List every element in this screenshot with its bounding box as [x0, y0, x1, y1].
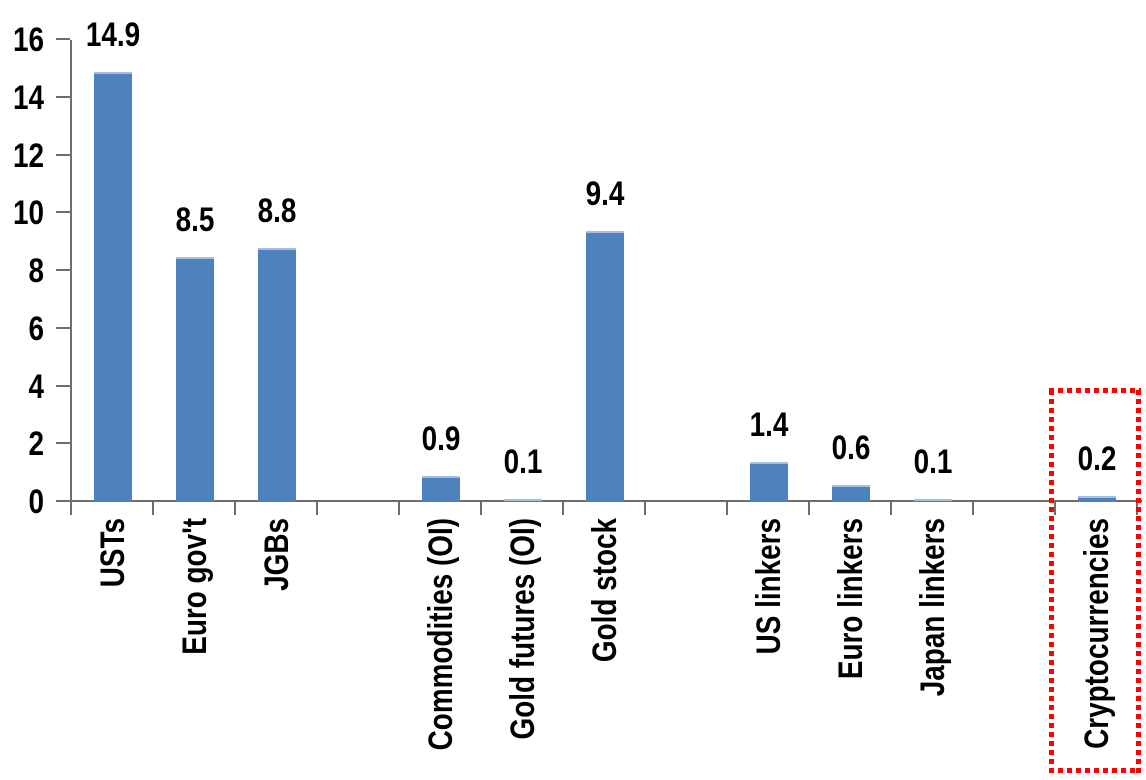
y-axis-tick-label: 2: [28, 425, 44, 464]
cryptocurrencies-highlight-box: [1049, 388, 1141, 773]
bar-value-label: 9.4: [585, 175, 625, 213]
bar-value-label: 0.6: [831, 429, 871, 467]
y-axis-tick: [56, 384, 70, 387]
x-axis-tick: [234, 502, 236, 515]
y-axis-tick: [56, 153, 70, 156]
category-label: USTs: [94, 518, 132, 602]
bar: [832, 485, 870, 502]
bar-value-label: 8.5: [175, 201, 215, 239]
category-label-text: Euro gov't: [176, 518, 214, 655]
x-axis-tick: [972, 502, 974, 515]
bar: [586, 231, 624, 502]
bar: [750, 462, 788, 502]
category-label: Euro linkers: [832, 518, 870, 715]
bar: [258, 248, 296, 502]
x-axis-tick: [480, 502, 482, 515]
x-axis-tick: [726, 502, 728, 515]
category-label-text: JGBs: [258, 518, 296, 591]
x-axis-tick: [562, 502, 564, 515]
y-axis-tick-label: 6: [28, 309, 44, 348]
y-axis-tick: [56, 442, 70, 445]
y-axis-tick-label: 12: [12, 136, 44, 175]
category-label-text: US linkers: [750, 518, 788, 655]
y-axis-line: [70, 40, 72, 502]
bar: [176, 257, 214, 502]
y-axis-tick: [56, 38, 70, 40]
y-axis-tick: [56, 326, 70, 329]
bar-value-label: 14.9: [85, 16, 141, 54]
x-axis-tick: [70, 502, 72, 515]
bar-value-label: 1.4: [749, 406, 789, 444]
category-label-text: Japan linkers: [914, 518, 952, 697]
y-axis-tick: [56, 211, 70, 214]
y-axis-tick-label: 8: [28, 252, 44, 290]
bar: [422, 476, 460, 502]
y-axis-tick: [56, 269, 70, 271]
category-label: Gold futures (OI): [504, 518, 542, 780]
category-label: JGBs: [258, 518, 296, 607]
x-axis-tick: [398, 502, 400, 515]
bar-value-label: 0.1: [913, 443, 953, 481]
bar: [504, 499, 542, 502]
bar-value-label: 0.9: [421, 420, 461, 458]
category-label: Gold stock: [586, 518, 624, 694]
category-label-text: Commodities (OI): [422, 518, 460, 751]
category-label: US linkers: [750, 518, 788, 684]
bar-value-label: 8.8: [257, 192, 297, 230]
bar: [914, 499, 952, 502]
bar-value-label: 0.1: [503, 443, 543, 481]
x-axis-tick: [316, 502, 318, 515]
category-label: Commodities (OI): [422, 518, 460, 780]
x-axis-tick: [808, 502, 810, 515]
category-label-text: Gold futures (OI): [504, 518, 542, 740]
x-axis-tick: [152, 502, 154, 515]
y-axis-tick-label: 4: [28, 367, 44, 406]
category-label-text: USTs: [94, 518, 132, 588]
y-axis-tick-label: 10: [12, 194, 44, 233]
y-axis-tick-label: 14: [12, 78, 44, 117]
x-axis-tick: [644, 502, 646, 515]
category-label: Euro gov't: [176, 518, 214, 685]
y-axis-tick-label: 16: [12, 21, 44, 59]
y-axis-tick: [56, 95, 70, 98]
category-label-text: Euro linkers: [832, 518, 870, 680]
y-axis-tick-label: 0: [28, 483, 44, 521]
y-axis-tick: [56, 500, 70, 502]
category-label-text: Gold stock: [586, 518, 624, 663]
category-label: Japan linkers: [914, 518, 952, 735]
x-axis-tick: [890, 502, 892, 515]
bar: [94, 72, 132, 502]
